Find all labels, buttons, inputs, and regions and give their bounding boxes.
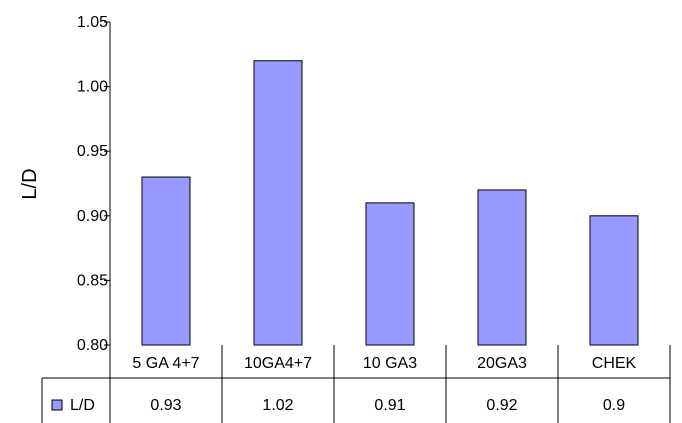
- y-tick-label: 0.90: [77, 208, 108, 225]
- bar: [253, 60, 303, 346]
- bar: [365, 202, 415, 346]
- category-label: 20GA3: [477, 355, 527, 372]
- legend-swatch: [51, 399, 63, 411]
- category-label: 5 GA 4+7: [132, 355, 199, 372]
- y-tick-label: 0.95: [77, 143, 108, 160]
- table-value: 0.92: [486, 397, 517, 414]
- bar: [589, 215, 639, 346]
- y-tick-label: 0.80: [77, 337, 108, 354]
- category-label: 10GA4+7: [244, 355, 312, 372]
- category-label: 10 GA3: [363, 355, 417, 372]
- category-label: CHEK: [592, 355, 637, 372]
- table-value: 0.93: [150, 397, 181, 414]
- bar: [141, 176, 191, 346]
- table-value: 1.02: [262, 397, 293, 414]
- y-ticks: 0.80 0.85 0.90 0.95 1.00 1.05: [77, 14, 110, 354]
- y-tick-label: 1.00: [77, 79, 108, 96]
- table-value: 0.9: [603, 397, 625, 414]
- bar: [477, 189, 527, 346]
- legend-label: L/D: [70, 397, 95, 414]
- data-table: 5 GA 4+7 10GA4+7 10 GA3 20GA3 CHEK 0.93 1.02 0.…: [41, 345, 671, 423]
- y-axis-label: L/D: [19, 168, 41, 199]
- bars: [141, 60, 639, 346]
- table-value: 0.91: [374, 397, 405, 414]
- y-tick-label: 1.05: [77, 14, 108, 31]
- y-tick-label: 0.85: [77, 272, 108, 289]
